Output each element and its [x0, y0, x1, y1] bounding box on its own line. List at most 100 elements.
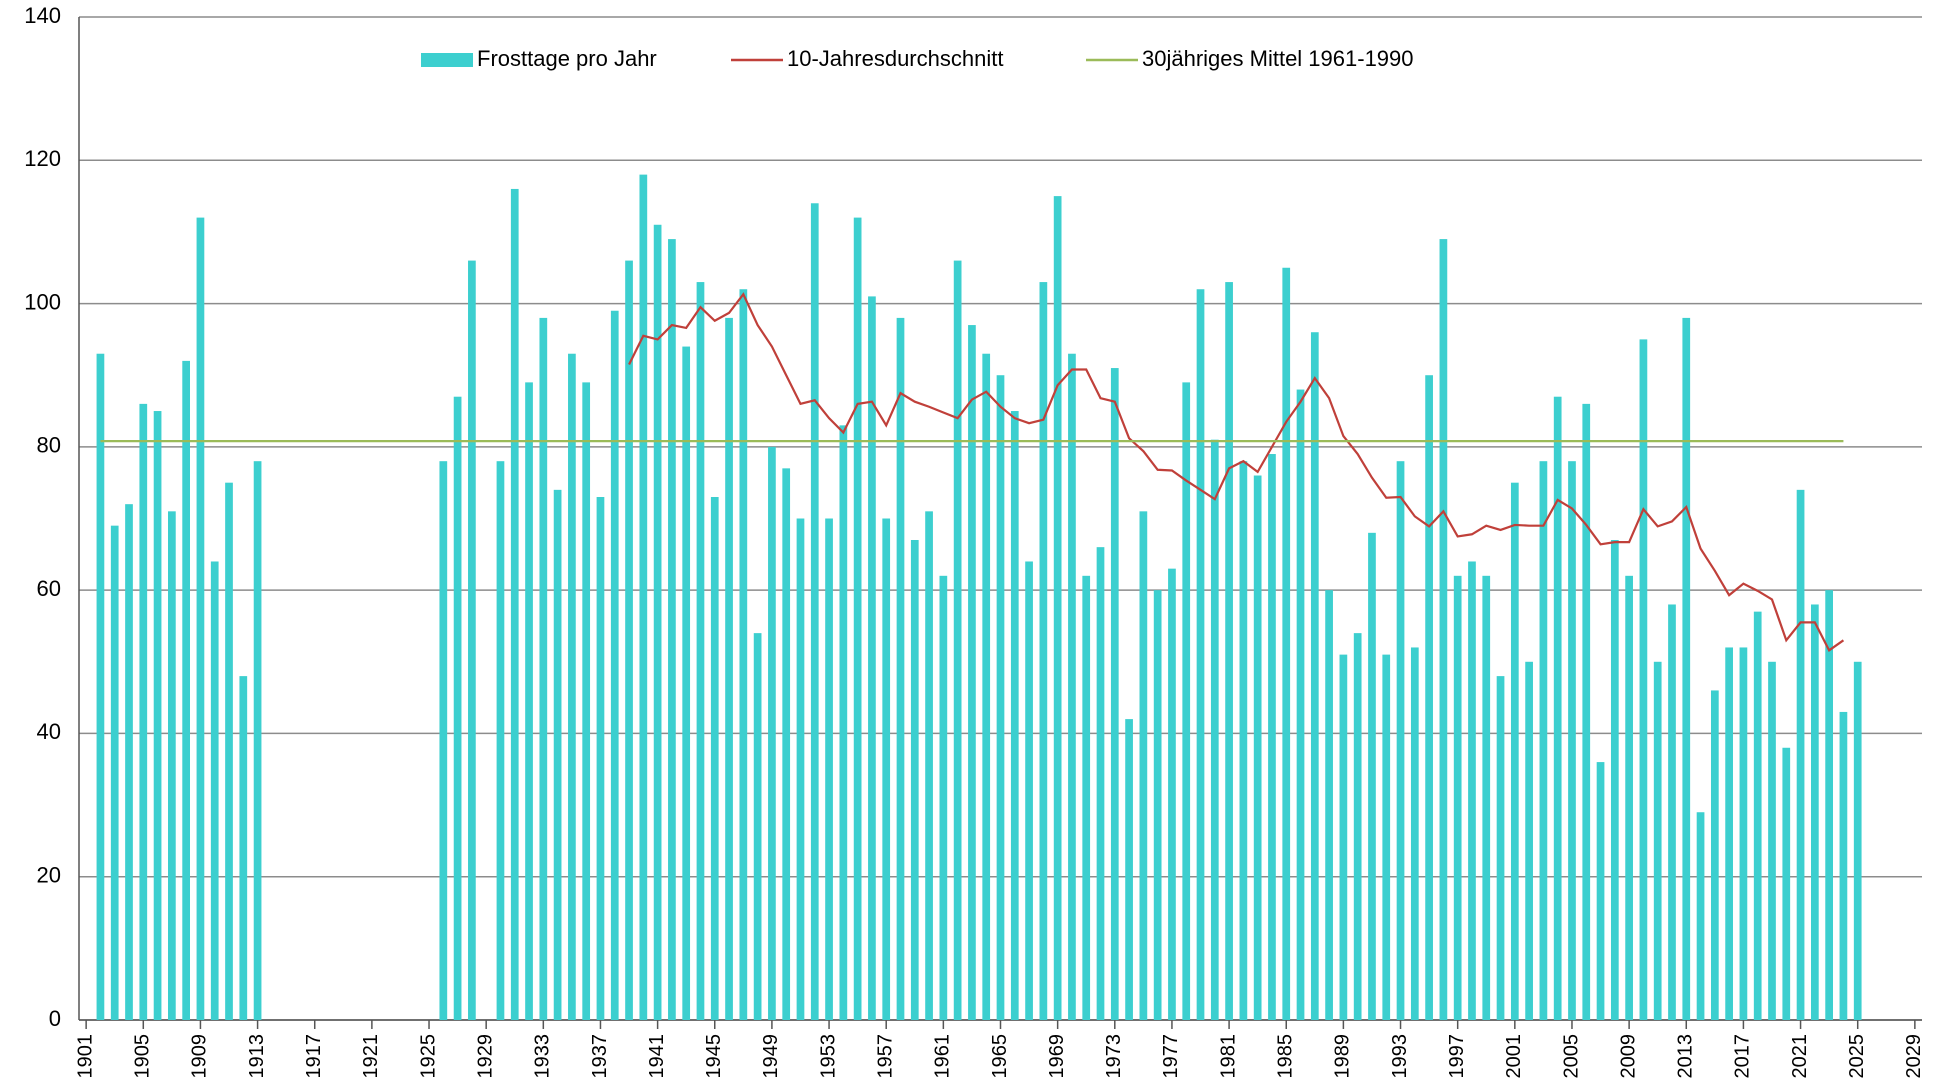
bar	[153, 411, 162, 1020]
bar	[768, 446, 776, 1020]
bar	[1096, 547, 1105, 1020]
bar	[96, 353, 105, 1020]
bar	[1568, 461, 1576, 1021]
bar	[525, 382, 533, 1021]
line	[628, 292, 1845, 652]
bar	[1668, 604, 1676, 1020]
legend-label: 10-Jahresdurchschnitt	[787, 46, 1003, 71]
bar	[1353, 633, 1362, 1020]
bar	[182, 360, 191, 1020]
x-tick-label: 1921	[360, 1034, 382, 1079]
bar	[1268, 454, 1276, 1020]
bar	[110, 525, 119, 1020]
x-tick-label: 1949	[760, 1034, 782, 1079]
x-tick-label: 2029	[1903, 1034, 1925, 1079]
x-tick-label: 2005	[1560, 1034, 1582, 1079]
bar	[996, 375, 1005, 1020]
bar	[725, 317, 733, 1020]
bar	[1168, 568, 1176, 1020]
bar	[1625, 575, 1633, 1020]
bar	[1839, 711, 1848, 1020]
bar	[853, 217, 862, 1021]
bar	[210, 561, 219, 1020]
bar	[1239, 461, 1248, 1021]
bar	[1482, 575, 1491, 1020]
x-tick-label: 2001	[1503, 1034, 1525, 1079]
bar	[1310, 332, 1319, 1020]
x-tick-label: 2017	[1732, 1034, 1754, 1079]
x-tick-label: 1981	[1217, 1034, 1239, 1079]
bar	[739, 289, 748, 1020]
bar	[125, 504, 133, 1021]
x-tick-label: 1913	[246, 1034, 268, 1079]
bar	[653, 224, 662, 1020]
legend-label: 30jähriges Mittel 1961-1990	[1142, 46, 1414, 71]
x-tick-label: 1945	[703, 1034, 725, 1079]
bar	[1510, 482, 1519, 1020]
bar	[810, 203, 819, 1020]
bar	[910, 539, 919, 1020]
bar	[782, 468, 791, 1021]
x-tick-label: 1965	[989, 1034, 1011, 1079]
bar	[753, 633, 762, 1020]
x-tick-label: 1985	[1275, 1034, 1297, 1079]
bar	[1382, 654, 1391, 1020]
bar	[1468, 561, 1476, 1020]
x-tick-label: 2009	[1617, 1034, 1639, 1079]
bar	[1710, 690, 1719, 1020]
bar	[1110, 368, 1119, 1020]
bar	[639, 174, 648, 1021]
bar	[610, 310, 619, 1020]
bar	[496, 461, 505, 1021]
x-tick-label: 2021	[1789, 1034, 1811, 1079]
y-tick-label: 40	[37, 719, 61, 744]
bar	[1339, 654, 1348, 1020]
bar	[696, 282, 705, 1020]
bar	[1782, 747, 1791, 1020]
bar	[982, 353, 991, 1020]
bar	[925, 511, 933, 1020]
x-tick-label: 1941	[646, 1034, 668, 1079]
legend-label: Frosttage pro Jahr	[477, 46, 657, 71]
bar	[1439, 239, 1448, 1021]
bar	[1039, 282, 1048, 1020]
y-tick-label: 80	[37, 433, 61, 458]
bar	[1410, 647, 1419, 1020]
bar	[1296, 389, 1305, 1020]
x-tick-label: 1997	[1446, 1034, 1468, 1079]
x-tick-label: 1901	[74, 1034, 96, 1079]
bar	[868, 296, 876, 1021]
bar	[1282, 267, 1291, 1020]
x-tick-label: 1989	[1332, 1034, 1354, 1079]
bar	[1696, 812, 1705, 1020]
bar	[882, 518, 891, 1020]
bar	[1053, 196, 1062, 1020]
bar	[1253, 475, 1262, 1020]
bar	[510, 188, 519, 1020]
bar	[796, 518, 805, 1020]
bar	[439, 461, 448, 1021]
bar	[625, 260, 633, 1021]
bar	[1639, 339, 1648, 1021]
x-tick-label: 1993	[1389, 1034, 1411, 1079]
bar	[1796, 489, 1805, 1020]
bar	[682, 346, 691, 1020]
bar	[1753, 611, 1762, 1020]
bar	[1810, 604, 1819, 1020]
x-tick-label: 1929	[474, 1034, 496, 1079]
bar	[825, 518, 833, 1020]
bar	[1768, 661, 1776, 1020]
x-tick-label: 1925	[417, 1034, 439, 1079]
y-tick-label: 100	[24, 289, 61, 314]
bar	[1153, 590, 1162, 1020]
bar	[453, 396, 462, 1020]
bar	[1082, 575, 1091, 1020]
bar	[568, 353, 576, 1020]
bar	[939, 575, 948, 1020]
x-tick-label: 1937	[589, 1034, 611, 1079]
y-tick-label: 60	[37, 576, 61, 601]
bar	[953, 260, 962, 1021]
x-tick-label: 1969	[1046, 1034, 1068, 1079]
